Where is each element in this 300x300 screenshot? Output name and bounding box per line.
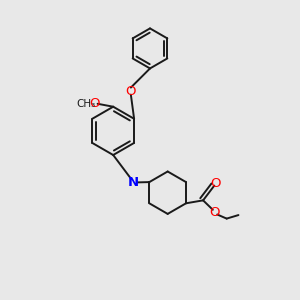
Text: O: O [210, 177, 221, 190]
Text: CH₃: CH₃ [77, 99, 96, 109]
Text: O: O [126, 85, 136, 98]
Text: O: O [89, 97, 99, 110]
Text: O: O [209, 206, 220, 219]
Text: N: N [128, 176, 140, 189]
